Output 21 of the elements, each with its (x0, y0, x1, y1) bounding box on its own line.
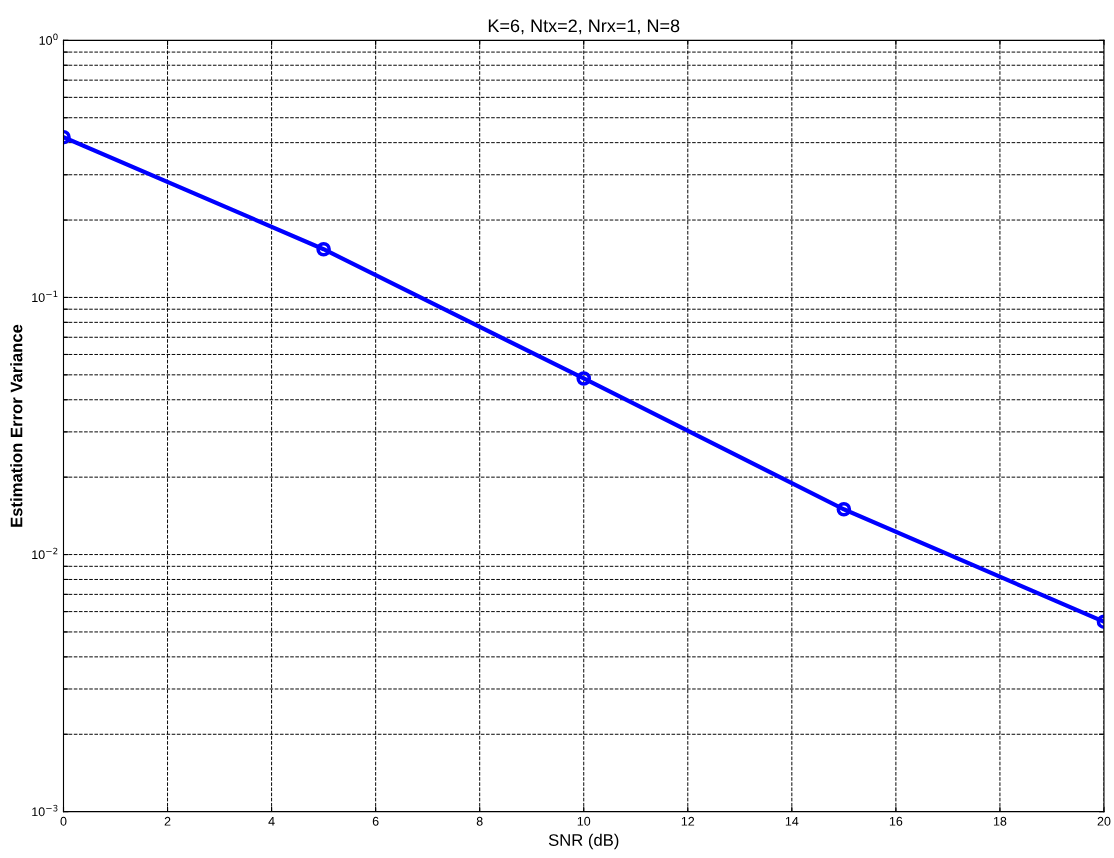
x-tick-label: 16 (889, 816, 903, 826)
point (316, 241, 331, 257)
x-tick-label: 8 (476, 816, 483, 826)
x-tick-label: 10 (577, 816, 591, 826)
x-tick-label: 4 (268, 816, 275, 826)
x-tick-label: 2 (164, 816, 171, 826)
x-tick-label: 20 (1097, 816, 1111, 826)
x-tick-label: 12 (681, 816, 695, 826)
y-tick-label: 10$^{0}$ (39, 33, 58, 45)
y-tick-label: 10$^{−2}$ (32, 547, 58, 560)
point (836, 501, 852, 517)
chart-title: K=6, Ntx=2, Nrx=1, N=8 (488, 19, 680, 35)
y-tick-label: 10$^{−3}$ (32, 804, 58, 817)
x-tick-label: 6 (372, 816, 379, 826)
x-axis-title: SNR (dB) (548, 833, 619, 850)
x-tick-label: 0 (60, 816, 67, 826)
y-tick-label: 10$^{−1}$ (32, 290, 58, 303)
x-tick-label: 14 (785, 816, 799, 826)
point (576, 371, 592, 386)
y-axis-title: Estimation Error Variance (10, 324, 23, 527)
x-tick-label: 18 (993, 816, 1007, 826)
